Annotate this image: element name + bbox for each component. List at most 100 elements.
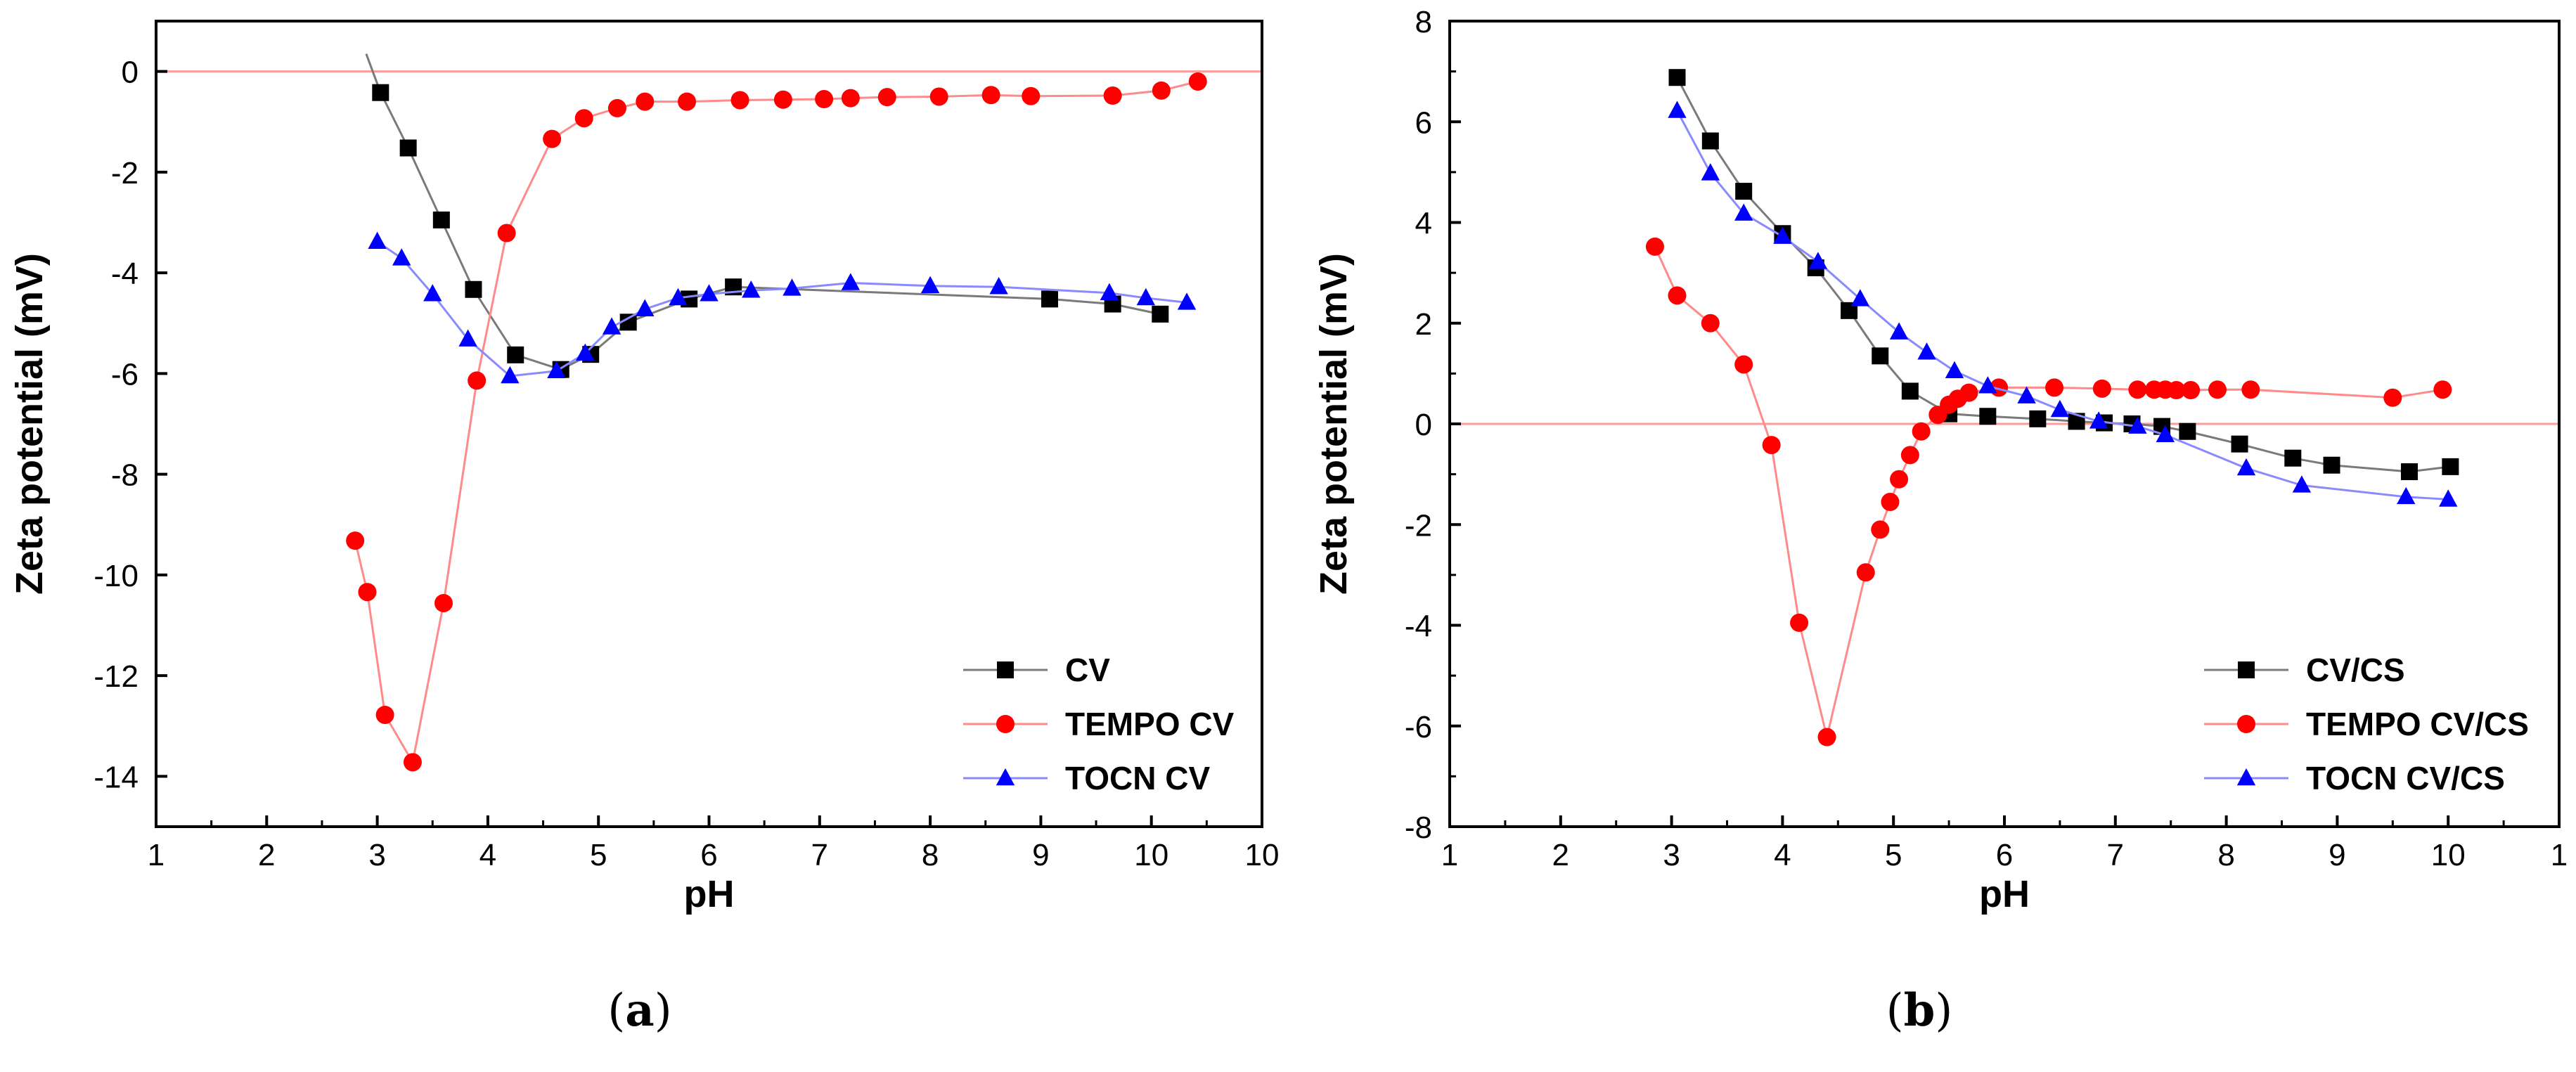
data-point [678,92,697,111]
data-point [1872,347,1889,365]
pa-x-axis-title: pH [684,873,735,915]
data-point [2128,416,2147,434]
data-point [989,277,1008,295]
data-point [1734,355,1753,374]
pa-y-axis-title: Zeta potential (mV) [8,253,51,595]
pa-x-tick-label: 1 [148,838,165,872]
pb-series-cv-cs [1668,69,2459,481]
data-point [1917,342,1936,360]
data-point [372,84,389,101]
data-point [920,276,940,294]
series-line [376,240,1187,377]
pb-y-tick-label: 2 [1415,307,1432,342]
data-point [1022,86,1041,105]
pa-series-tocn-cv [368,231,1197,384]
pb-x-tick-label: 9 [2329,838,2345,872]
data-point [1701,132,1719,150]
pa-x-tick-label: 6 [700,838,717,872]
data-point [1041,290,1058,308]
data-point [730,91,749,110]
data-point [576,343,595,361]
pa-y-tick-label: -6 [111,357,139,392]
pb-series-tempo-cv-cs [1645,237,2452,747]
pa-x-tick-label: 10 [1245,838,1280,872]
pa-x-tick-label: 7 [811,838,828,872]
data-point [392,248,411,266]
data-point [1890,470,1909,489]
data-point [607,98,626,117]
data-point [543,129,562,148]
data-point [1668,69,1686,86]
data-point [636,92,655,111]
data-point [423,284,442,302]
pa-x-tick-label: 2 [258,838,275,872]
data-point [2128,380,2147,399]
data-point [2292,475,2312,493]
pb-legend-label: TEMPO CV/CS [2306,706,2529,742]
pa-y-tick-label: -8 [111,458,139,493]
data-point [1901,382,1919,400]
data-point [815,90,834,109]
data-point [1152,305,1169,323]
data-point [1790,613,1809,632]
data-point [497,224,516,243]
data-point [1900,446,1919,465]
data-point [981,86,1000,105]
data-point [2439,489,2458,507]
pb-x-tick-label: 1 [1441,838,1458,872]
pa-x-tick-label: 9 [1032,838,1049,872]
data-point [1152,81,1171,100]
data-point [403,753,422,772]
data-point [1735,183,1753,200]
data-point [2017,386,2036,403]
pa-legend-label: TOCN CV [1065,760,1210,796]
pb-x-tick-label: 5 [1885,838,1902,872]
pa-legend-label: CV [1065,652,1110,688]
series-line [1676,110,2449,501]
pa-legend-marker [997,661,1014,678]
data-point [2400,463,2418,481]
data-point [2089,411,2108,429]
data-point [1871,520,1890,539]
data-point [2231,435,2248,453]
pb-y-tick-label: -2 [1405,508,1432,543]
panel-caption-a: (a) [607,984,672,1037]
data-point [636,299,655,316]
pb-legend-marker [2237,715,2255,733]
data-point [602,317,622,335]
data-point [399,139,417,157]
data-point [1912,422,1931,441]
panel-caption-b-letter: b [1903,984,1936,1037]
data-point [368,231,387,249]
data-point [358,583,377,602]
data-point [1945,361,1964,379]
pa-y-tick-label: -10 [94,559,139,593]
data-point [1959,383,1978,402]
data-point [465,280,482,298]
pb-y-tick-label: -6 [1405,710,1432,744]
pb-legend-marker [2236,768,2256,786]
data-point [547,361,566,379]
data-point [1668,101,1687,118]
data-point [773,90,792,109]
pa-legend-marker [996,768,1015,786]
data-point [742,280,761,298]
pb-y-tick-label: 0 [1415,408,1432,442]
pa-series-cv [365,53,1169,378]
pb-y-tick-label: 4 [1415,207,1432,241]
data-point [841,273,861,290]
data-point [375,705,394,724]
data-point [507,346,524,363]
data-point [841,89,860,108]
data-point [432,211,450,228]
pb-x-tick-label: 3 [1663,838,1680,872]
pb-x-tick-label: 7 [2107,838,2124,872]
pb-series-tocn-cv-cs [1668,101,2458,507]
data-point [468,371,487,390]
data-point [1850,289,1870,306]
series-line [365,53,1161,371]
data-point [1103,86,1122,105]
data-point [1100,283,1119,301]
data-point [2433,380,2452,399]
data-point [1773,226,1792,244]
